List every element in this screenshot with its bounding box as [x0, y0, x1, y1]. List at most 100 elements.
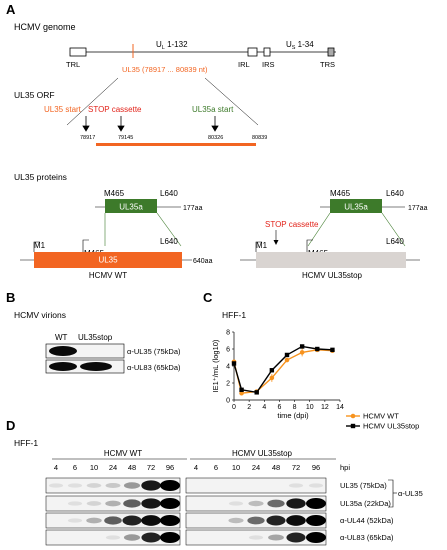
y-tick-label: 6	[226, 347, 230, 354]
stop-l640: L640	[386, 237, 404, 246]
blot-band	[86, 517, 102, 524]
trl-label: TRL	[66, 60, 80, 69]
stop-cassette-label: STOP cassette	[88, 105, 142, 114]
zoom-line-right	[204, 77, 259, 126]
legend-marker-stop	[350, 423, 356, 429]
blot-band	[248, 500, 264, 507]
wt-m1: M1	[34, 241, 46, 250]
panel-a-letter: A	[6, 2, 16, 17]
band-ul35-label: α-UL35 (75kDa)	[127, 347, 181, 356]
timepoint-label: 4	[54, 463, 58, 472]
timepoint-label: 24	[109, 463, 117, 472]
blot-band	[123, 482, 141, 489]
timepoint-label: 72	[292, 463, 300, 472]
blot-band	[268, 534, 284, 541]
blot-band	[306, 532, 326, 543]
blot-row-label: UL35 (75kDa)	[340, 481, 387, 490]
irl-box	[247, 47, 258, 57]
stop-ul35a-l640: L640	[386, 189, 404, 198]
blot-band	[286, 532, 306, 543]
stop-ul35a-label: UL35a	[344, 203, 368, 212]
blot-band	[67, 501, 83, 506]
virion-blot	[45, 343, 125, 374]
wt-ul35a-label: UL35a	[119, 203, 143, 212]
x-tick-label: 12	[321, 404, 329, 411]
wt-ul35a-m465: M465	[104, 189, 125, 198]
legend-label: HCMV WT	[363, 412, 399, 421]
blot-band	[286, 498, 306, 509]
ul-label: UL 1-132	[156, 40, 188, 51]
genome-title: HCMV genome	[14, 22, 76, 32]
irl-label: IRL	[238, 60, 250, 69]
wt-caption: HCMV WT	[89, 271, 127, 280]
timepoint-label: 24	[252, 463, 260, 472]
data-point-stop	[239, 387, 244, 392]
lane-wt: WT	[55, 333, 68, 342]
wt-ul35a-aa: 177aa	[183, 205, 203, 212]
blot-ul83-stop-band	[80, 362, 112, 371]
blot-band	[248, 535, 264, 540]
panel-c-letter: C	[203, 290, 213, 305]
x-axis-label: time (dpi)	[277, 411, 309, 420]
pos-80326: 80326	[208, 135, 223, 141]
hff-title: HFF-1	[14, 438, 38, 448]
blot-band	[286, 515, 306, 526]
blot-band	[48, 483, 64, 488]
timepoint-label: 10	[90, 463, 98, 472]
wt-aa: 640aa	[193, 258, 213, 265]
blot-band	[105, 535, 121, 540]
genome-map	[69, 44, 336, 58]
blot-row-label: α-UL83 (65kDa)	[340, 533, 394, 542]
x-tick-label: 10	[306, 404, 314, 411]
y-tick-label: 2	[226, 381, 230, 388]
data-point-stop	[299, 344, 305, 349]
blot-ul35-wt-band	[49, 346, 77, 356]
blot-row-label: UL35a (22kDa)	[340, 499, 391, 508]
wt-ul35a-l640: L640	[160, 189, 178, 198]
stop-m1: M1	[256, 241, 268, 250]
blot-band	[105, 500, 121, 507]
lane-stop: UL35stop	[78, 333, 113, 342]
time-course-blot: 4 6 10 24 48 72 96 4 6 10 24 48 72 96 UL35 (75kDa) UL35…	[45, 463, 394, 546]
ul35-bracket: α-UL35	[388, 479, 423, 508]
ul35-coords: UL35 (78917 ... 80839 nt)	[122, 65, 208, 74]
timepoint-label: 6	[73, 463, 77, 472]
y-axis-label: IE1⁺/mL (log10)	[211, 339, 220, 392]
blot-band	[123, 499, 141, 508]
ul35-start-label: UL35 start	[44, 105, 82, 114]
data-point-stop	[254, 390, 259, 395]
stop-protein-diagram: M465 L640 UL35a 177aa STOP cassette M1 M…	[240, 189, 428, 280]
hpi-label: hpi	[340, 463, 350, 472]
blot-band	[306, 515, 326, 526]
timepoint-label: 4	[194, 463, 198, 472]
blot-band	[123, 534, 141, 541]
irs-box	[263, 47, 271, 57]
data-point-wt	[239, 390, 244, 396]
blot-row-label: α-UL44 (52kDa)	[340, 516, 394, 525]
x-tick-label: 0	[232, 404, 236, 411]
legend-marker-wt	[350, 413, 356, 419]
blot-band	[86, 501, 102, 506]
wt-ul35-box	[34, 252, 182, 268]
blot-band	[306, 498, 326, 509]
proteins-title: UL35 proteins	[14, 172, 67, 182]
irs-label: IRS	[262, 60, 275, 69]
wt-ul35-label: UL35	[98, 256, 118, 265]
blot-band	[308, 483, 324, 488]
y-tick-label: 0	[226, 398, 230, 405]
x-tick-label: 2	[247, 404, 251, 411]
trl-box	[69, 47, 87, 57]
timepoint-label: 48	[128, 463, 136, 472]
data-point-stop	[330, 347, 335, 353]
blot-band	[104, 516, 122, 525]
blot-band	[160, 515, 180, 526]
blot-band	[67, 518, 83, 523]
blot-band	[160, 532, 180, 543]
blot-band	[267, 499, 285, 508]
virions-title: HCMV virions	[14, 310, 66, 320]
blot-band	[122, 515, 142, 526]
blot-band	[86, 483, 102, 488]
y-tick-label: 8	[226, 330, 230, 337]
wt-protein-diagram: M465 L640 UL35a 177aa M1 M465 L640 UL35 …	[20, 189, 213, 280]
